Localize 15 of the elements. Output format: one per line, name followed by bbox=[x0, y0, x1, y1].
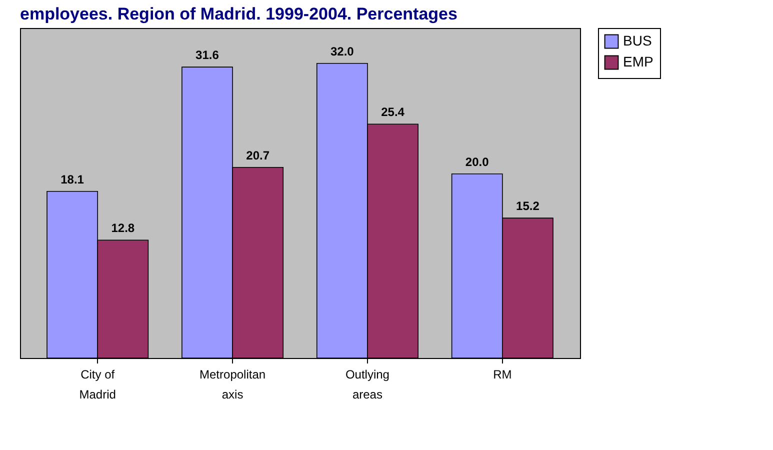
legend-label: EMP bbox=[623, 54, 654, 70]
x-tick-label: Outlying areas bbox=[345, 368, 390, 402]
data-label: 15.2 bbox=[516, 199, 540, 214]
data-label: 32.0 bbox=[330, 44, 354, 58]
legend-label: BUS bbox=[623, 32, 652, 48]
x-tick-label: RM bbox=[493, 368, 512, 382]
data-label: 25.4 bbox=[381, 105, 405, 120]
data-label: 12.8 bbox=[111, 221, 135, 236]
chart-title: employees. Region of Madrid. 1999-2004. Percentages bbox=[20, 4, 458, 24]
data-label: 31.6 bbox=[196, 48, 220, 62]
data-label: 20.0 bbox=[465, 154, 490, 169]
data-label: 20.7 bbox=[246, 148, 270, 162]
x-tick-label: City of Madrid bbox=[79, 368, 116, 402]
x-tick-label: Metropolitan axis bbox=[200, 368, 266, 402]
data-label: 18.1 bbox=[60, 172, 84, 186]
